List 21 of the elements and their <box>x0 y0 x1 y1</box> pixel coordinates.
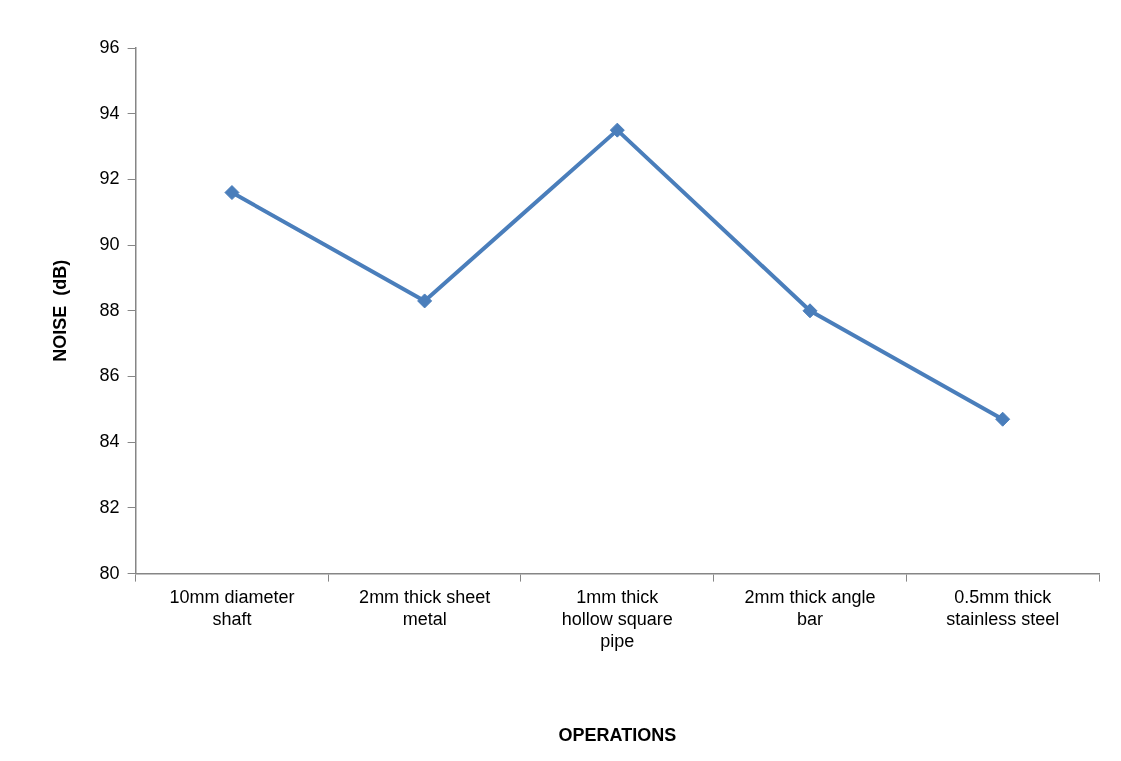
point <box>224 185 240 201</box>
y-tick-label: 94 <box>99 102 120 123</box>
y-axis-title: NOISE (dB) <box>49 259 70 362</box>
point <box>995 411 1011 427</box>
y-tick-label: 80 <box>99 562 120 583</box>
y-tick-label: 82 <box>99 496 120 517</box>
y-tick-label: 90 <box>99 234 120 255</box>
x-tick-label: 1mm thick hollow square pipe <box>561 587 673 651</box>
x-tick-label: 2mm thick sheet metal <box>359 587 491 629</box>
y-tick-label: 96 <box>99 36 120 57</box>
point <box>417 293 433 309</box>
x-tick-label: 10mm diameter shaft <box>169 587 295 629</box>
point <box>609 122 625 138</box>
x-tick-label: 2mm thick angle bar <box>744 587 876 629</box>
point <box>802 303 818 319</box>
y-tick-label: 86 <box>99 365 120 386</box>
y-tick-label: 92 <box>99 168 120 189</box>
x-axis-title: OPERATIONS <box>558 725 677 746</box>
y-tick-label: 84 <box>99 431 120 452</box>
x-tick-label: 0.5mm thick stainless steel <box>946 587 1060 629</box>
y-tick-label: 88 <box>99 299 120 320</box>
